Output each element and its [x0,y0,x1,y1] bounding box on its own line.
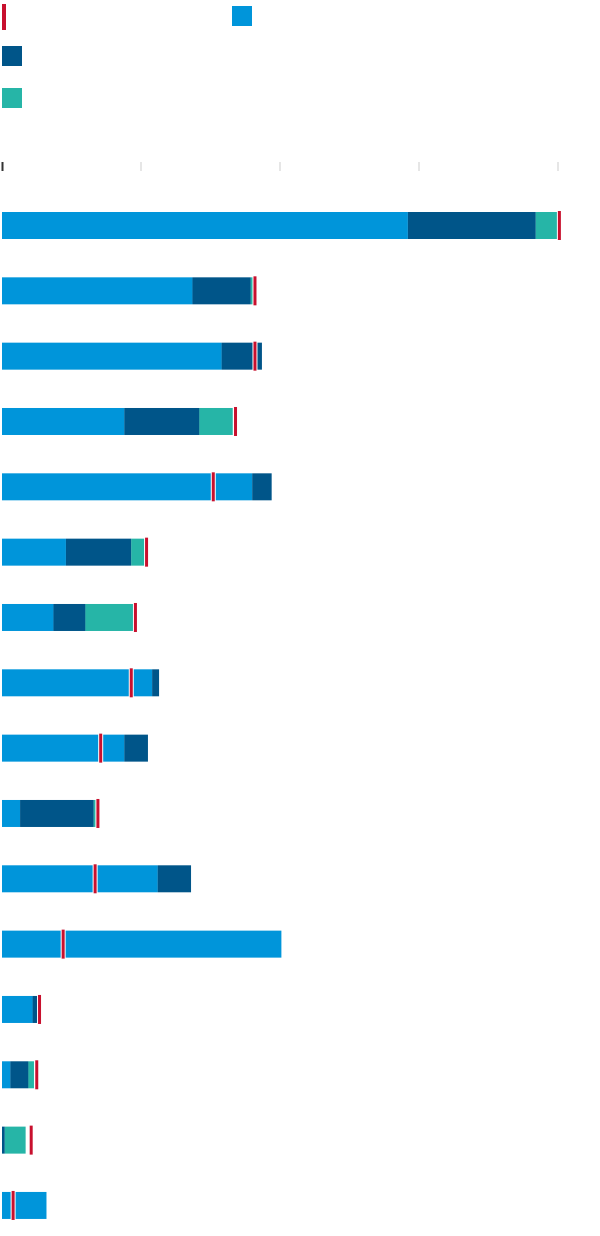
marker-row7 [133,602,137,632]
bar-row2-series3 [250,277,254,305]
bar-row2-series2 [192,277,251,305]
legend-swatch-teal [2,88,22,108]
bar-row3-series1 [2,342,222,370]
bar-row6-series2 [65,538,132,566]
legend-swatch-light-blue [232,6,252,26]
bar-row4-series2 [124,407,200,435]
bar-row5-series2 [252,473,272,501]
marker-row8 [129,668,133,698]
bar-row13-series1 [2,995,33,1023]
marker-row10 [96,798,100,828]
bar-row16-series1 [2,1191,47,1219]
bar-row7-series3 [85,603,135,631]
bar-row14-series3 [28,1061,34,1089]
bar-row4-series3 [199,407,233,435]
bar-row1-series1 [2,212,408,239]
marker-row16 [11,1190,15,1220]
bar-row8-series2 [152,669,160,697]
bar-row14-series1 [2,1061,11,1089]
bar-row15-series2 [2,1126,5,1154]
marker-row14 [35,1060,39,1090]
marker-row9 [99,733,103,763]
marker-row2 [253,276,257,306]
bar-row5-series1 [2,473,253,501]
marker-row13 [38,994,42,1024]
marker-row4 [234,406,238,436]
bar-row6-series1 [2,538,66,566]
bar-row10-series3 [93,799,97,827]
marker-row11 [93,864,97,894]
bar-row12-series1 [2,930,282,958]
bar-row7-series1 [2,603,54,631]
bar-row1-series2 [407,212,536,239]
marker-row6 [145,537,149,567]
marker-row12 [61,929,65,959]
marker-row5 [211,472,215,502]
bar-row4-series1 [2,407,125,435]
bar-row15-series3 [4,1126,26,1154]
bar-row9-series1 [2,734,125,762]
legend-marker-red [2,4,6,30]
bar-row8-series1 [2,669,153,697]
bar-row6-series3 [131,538,147,566]
bar-row2-series1 [2,277,193,305]
bar-row10-series2 [20,799,94,827]
bar-row14-series2 [10,1061,29,1089]
bar-row13-series2 [32,995,39,1023]
bar-row11-series1 [2,865,158,893]
bar-row9-series2 [124,734,148,762]
marker-row3 [253,341,257,371]
bar-row7-series2 [53,603,86,631]
bar-row10-series1 [2,799,21,827]
marker-row1 [557,211,561,240]
bar-row11-series2 [157,865,192,893]
marker-row15 [29,1125,33,1155]
legend-swatch-dark-blue [2,46,22,66]
bar-row1-series3 [535,212,560,239]
